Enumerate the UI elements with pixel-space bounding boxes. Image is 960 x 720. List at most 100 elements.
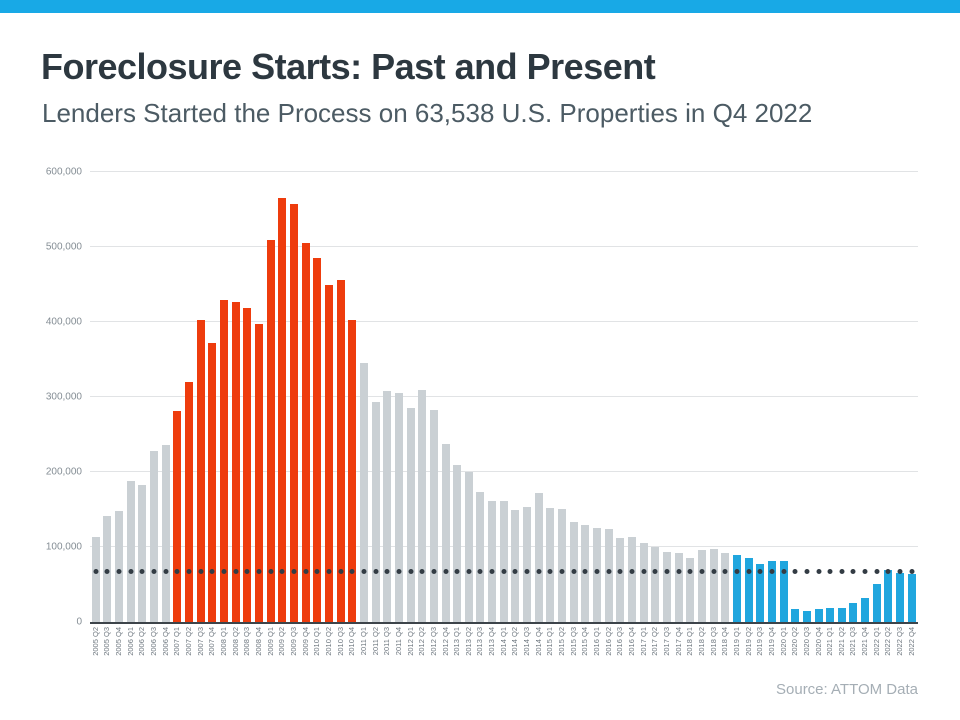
reference-line-dot [221, 569, 227, 575]
bar [499, 500, 508, 622]
bar [814, 609, 823, 622]
x-tick-cell: 2022 Q1 [871, 626, 883, 676]
bar [849, 603, 858, 622]
bar [266, 240, 275, 622]
x-tick-cell: 2009 Q4 [300, 626, 312, 676]
bar-slot [393, 172, 405, 622]
x-tick-cell: 2007 Q2 [183, 626, 195, 676]
x-tick-label: 2011 Q2 [370, 627, 380, 656]
bar [243, 307, 252, 622]
bar-slot [626, 172, 638, 622]
x-tick-cell: 2013 Q2 [463, 626, 475, 676]
x-tick-cell: 2021 Q2 [836, 626, 848, 676]
bar-slot [463, 172, 475, 622]
reference-line-dot [897, 569, 903, 575]
reference-line-dot [559, 569, 565, 575]
x-tick-label: 2007 Q3 [195, 627, 205, 656]
x-tick-label: 2015 Q1 [545, 627, 555, 656]
bar-slot [90, 172, 102, 622]
x-tick-cell: 2006 Q2 [137, 626, 149, 676]
x-tick-cell: 2008 Q1 [218, 626, 230, 676]
x-tick-cell: 2019 Q3 [754, 626, 766, 676]
bar-slot [370, 172, 382, 622]
bar-slot [836, 172, 848, 622]
reference-line-dot [116, 569, 122, 575]
bar-slot [405, 172, 417, 622]
x-tick-label: 2006 Q4 [160, 627, 170, 656]
x-tick-cell: 2010 Q1 [311, 626, 323, 676]
bar-slot [580, 172, 592, 622]
bar [289, 204, 298, 622]
x-tick-label: 2011 Q4 [393, 627, 403, 656]
bar-slot [486, 172, 498, 622]
reference-line-dot [466, 569, 472, 575]
reference-line-dot [641, 569, 647, 575]
reference-line-dot [827, 569, 833, 575]
x-tick-label: 2009 Q3 [288, 627, 298, 656]
bar-slot [195, 172, 207, 622]
bar-slot [381, 172, 393, 622]
reference-line-dot [722, 569, 728, 575]
x-tick-cell: 2020 Q4 [813, 626, 825, 676]
bar [511, 509, 520, 622]
x-tick-cell: 2009 Q1 [265, 626, 277, 676]
reference-line-dot [209, 569, 215, 575]
x-tick-cell: 2011 Q4 [393, 626, 405, 676]
x-tick-label: 2007 Q2 [184, 627, 194, 656]
gridline [90, 471, 918, 473]
bar-slot [778, 172, 790, 622]
x-tick-label: 2017 Q2 [650, 627, 660, 656]
bar [150, 451, 159, 622]
reference-line-dot [349, 569, 355, 575]
bar-slot [102, 172, 114, 622]
reference-line-dot [151, 569, 157, 575]
x-tick-cell: 2010 Q4 [346, 626, 358, 676]
bar [418, 389, 427, 622]
x-tick-label: 2022 Q3 [895, 627, 905, 656]
reference-line-dot [384, 569, 390, 575]
reference-line-dot [524, 569, 530, 575]
bar-slot [766, 172, 778, 622]
reference-line-dot [104, 569, 110, 575]
gridline [90, 396, 918, 397]
reference-line-dot [536, 569, 542, 575]
bar [476, 492, 485, 622]
x-tick-cell: 2018 Q2 [696, 626, 708, 676]
x-tick-cell: 2019 Q1 [731, 626, 743, 676]
bar [523, 506, 532, 622]
bar [406, 407, 415, 622]
x-tick-label: 2006 Q3 [149, 627, 159, 656]
bar [231, 301, 240, 622]
bar-slot [183, 172, 195, 622]
reference-line-dot [629, 569, 635, 575]
bar [802, 610, 811, 622]
x-tick-cell: 2012 Q1 [405, 626, 417, 676]
bar [861, 598, 870, 622]
x-tick-cell: 2007 Q1 [172, 626, 184, 676]
bar [196, 319, 205, 622]
reference-line-dot [816, 569, 822, 575]
bar [220, 299, 229, 622]
x-tick-label: 2005 Q2 [90, 627, 100, 656]
bar [91, 537, 100, 622]
x-tick-label: 2012 Q3 [428, 627, 438, 656]
bar [313, 257, 322, 622]
bar-slot [440, 172, 452, 622]
reference-line-dot [676, 569, 682, 575]
x-tick-cell: 2021 Q1 [824, 626, 836, 676]
x-tick-cell: 2018 Q1 [684, 626, 696, 676]
x-tick-cell: 2005 Q4 [113, 626, 125, 676]
x-tick-cell: 2009 Q3 [288, 626, 300, 676]
reference-line-dot [501, 569, 507, 575]
bar [103, 516, 112, 622]
x-tick-label: 2022 Q2 [883, 627, 893, 656]
x-tick-cell: 2019 Q4 [766, 626, 778, 676]
reference-line-dot [582, 569, 588, 575]
bar-slot [719, 172, 731, 622]
x-tick-cell: 2012 Q3 [428, 626, 440, 676]
bar-slot [859, 172, 871, 622]
bar-slot [475, 172, 487, 622]
bar-slot [545, 172, 557, 622]
reference-line-dot [734, 569, 740, 575]
bar [348, 319, 357, 622]
